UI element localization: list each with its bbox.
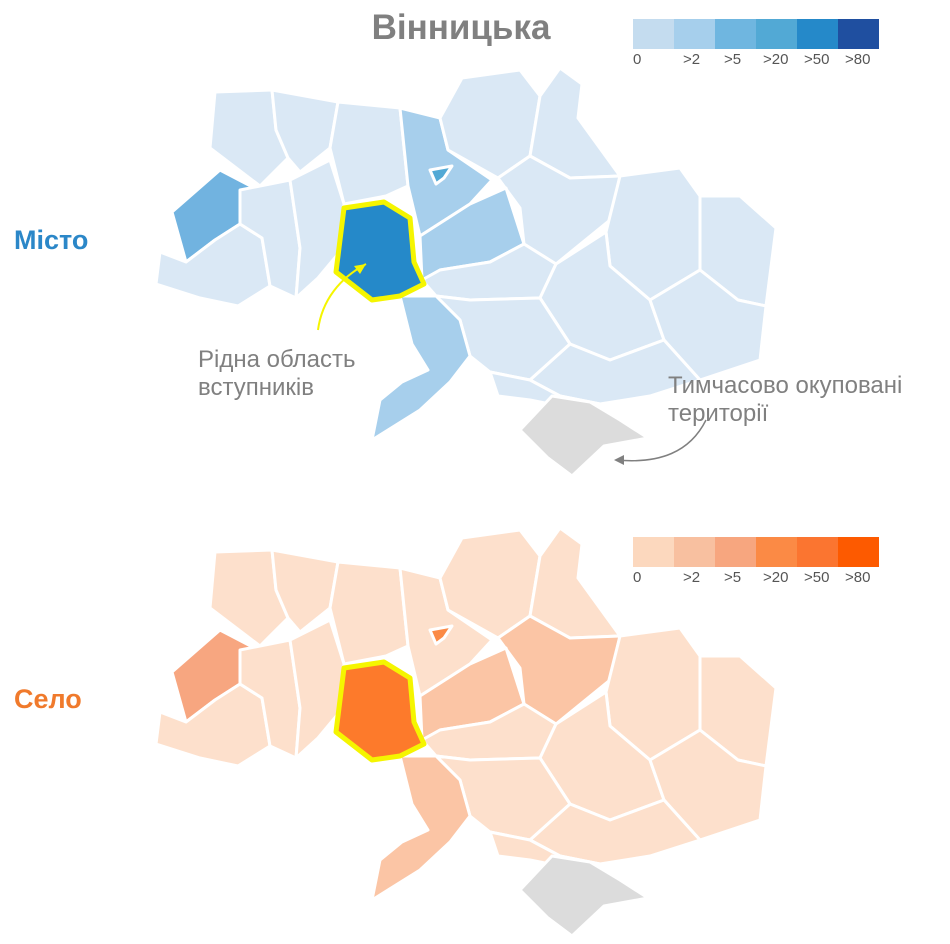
city-legend-swatch-1 [633,19,674,49]
occupied-annotation-line-1: Тимчасово окуповані [668,372,903,399]
home-region-annotation-line-2: вступників [198,374,314,401]
city-legend: 0 >2 >5 >20 >50 >80 [633,19,879,71]
village-legend-tick-6: >80 [845,569,871,586]
region-vinnytsia [333,199,427,303]
city-legend-swatch-6 [838,19,879,49]
home-region-annotation: Рідна область вступників [198,346,355,402]
village-legend-tick-4: >20 [763,569,789,586]
region-odesa [370,294,472,442]
occupied-annotation-line-2: території [668,400,769,427]
city-legend-swatch-4 [756,19,797,49]
village-legend-swatch-1 [633,537,674,567]
village-legend-tick-3: >5 [724,569,742,586]
village-legend-swatch-5 [797,537,838,567]
village-legend-tick-5: >50 [804,569,830,586]
city-legend-tick-6: >80 [845,51,871,68]
region-khmelnytskyi [288,618,346,760]
region-sumy [528,526,622,640]
region-zhytomyr [328,560,410,666]
region-kyiv-city [428,164,454,186]
region-odesa [370,754,472,902]
occupied-pointer-arrowhead [614,455,624,465]
region-khmelnytskyi [288,158,346,300]
city-panel-label: Місто [14,225,89,255]
village-legend-swatch-6 [838,537,879,567]
city-legend-tick-1: 0 [633,51,642,68]
home-region-pointer-arrowhead [354,264,366,274]
region-crimea [518,394,650,478]
village-legend-tick-2: >2 [683,569,701,586]
city-legend-swatch-5 [797,19,838,49]
region-crimea [518,854,650,938]
city-legend-tick-2: >2 [683,51,701,68]
page-title: Вінницька [371,8,551,47]
village-legend-swatch-2 [674,537,715,567]
city-legend-swatch-2 [674,19,715,49]
home-region-annotation-line-1: Рідна область [198,346,356,373]
village-legend-swatch-3 [715,537,756,567]
city-legend-swatches [633,19,879,49]
city-legend-tick-4: >20 [763,51,789,68]
city-legend-tick-5: >50 [804,51,830,68]
occupied-pointer-arrow [615,419,707,462]
village-panel-label: Село [14,684,82,714]
occupied-annotation: Тимчасово окуповані території [668,372,902,428]
village-legend-tick-1: 0 [633,569,642,586]
village-legend: 0 >2 >5 >20 >50 >80 [633,537,879,589]
city-legend-tick-3: >5 [724,51,742,68]
city-legend-swatch-3 [715,19,756,49]
village-legend-swatch-4 [756,537,797,567]
region-kyiv-city [428,624,454,646]
region-vinnytsia [333,659,427,763]
village-legend-swatches [633,537,879,567]
